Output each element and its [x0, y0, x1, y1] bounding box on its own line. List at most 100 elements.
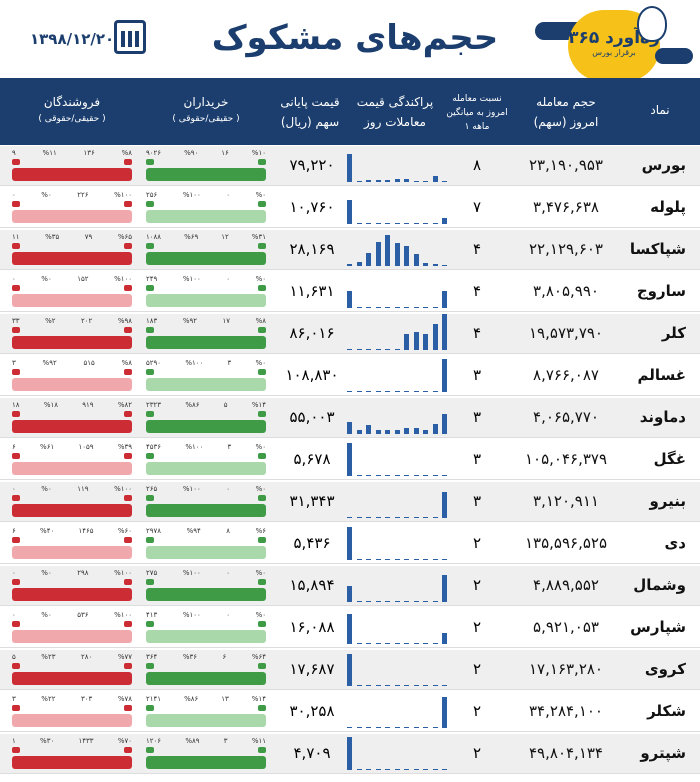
volume-cell: ۸,۷۶۶,۰۸۷	[533, 366, 599, 384]
dispersion-chart	[347, 400, 455, 434]
dispersion-bar	[366, 253, 371, 266]
dispersion-bar	[385, 643, 390, 644]
table-row[interactable]: بنیرو ۳,۱۲۰,۹۱۱ ۳ ۳۱,۳۴۳ ۲۶۵ %۱۰۰ ۰ %۰ ۰ %۰ ۱۱۹ %۱۰…	[0, 482, 700, 522]
volume-cell: ۳۴,۲۸۴,۱۰۰	[529, 702, 603, 720]
dispersion-bar	[366, 517, 371, 518]
dispersion-chart	[347, 148, 455, 182]
volume-cell: ۳,۱۲۰,۹۱۱	[533, 492, 599, 510]
dispersion-bar	[423, 727, 428, 728]
ratio-cell: ۳	[472, 450, 482, 468]
dispersion-bar	[385, 223, 390, 224]
dispersion-bar	[385, 685, 390, 686]
dispersion-bar	[423, 391, 428, 392]
dispersion-bar	[394, 307, 400, 308]
table-row[interactable]: شپارس ۵,۹۲۱,۰۵۳ ۲ ۱۶,۰۸۸ ۴۱۳ %۱۰۰ ۰ %۰ ۰ %۰ ۵۳۶ %۱۰…	[0, 608, 700, 648]
dispersion-bar	[432, 264, 438, 266]
dispersion-bar	[404, 307, 409, 308]
dispersion-bar	[413, 223, 419, 224]
dispersion-bar	[413, 428, 419, 434]
dispersion-bar	[423, 334, 428, 350]
dispersion-bar	[404, 769, 409, 770]
dispersion-bar	[375, 517, 381, 518]
price-cell: ۱۰۸,۸۳۰	[285, 366, 339, 384]
dispersion-bar	[442, 697, 447, 728]
dispersion-bar	[366, 180, 371, 182]
dispersion-bar	[442, 475, 447, 476]
dispersion-bar	[442, 359, 447, 392]
buyers-block: ۱۲۰۶ %۸۹ ۳ %۱۱	[146, 737, 266, 769]
table-row[interactable]: وشمال ۴,۸۸۹,۵۵۲ ۲ ۱۵,۸۹۴ ۲۷۵ %۱۰۰ ۰ %۰ ۰ %۰ ۲۹۸ %۱۰…	[0, 566, 700, 606]
table-row[interactable]: کروی ۱۷,۱۶۳,۲۸۰ ۲ ۱۷,۶۸۷ ۳۶۴ %۳۶ ۶ %۶۴ ۵ %۲۳ ۲۸۰ %۷…	[0, 650, 700, 690]
dispersion-bar	[385, 475, 390, 476]
dispersion-bar	[375, 559, 381, 560]
col-symbol: نماد	[650, 103, 670, 117]
dispersion-bar	[394, 223, 400, 224]
dispersion-bar	[404, 601, 409, 602]
table-row[interactable]: بورس ۲۳,۱۹۰,۹۵۳ ۸ ۷۹,۲۲۰ ۹۰۲۶ %۹۰ ۱۶ %۱۰ ۹ %۱۱ ۱۳۶…	[0, 146, 700, 186]
col-price: قیمت پایانی سهم (ریال)	[280, 95, 340, 129]
table-row[interactable]: کلر ۱۹,۵۷۳,۷۹۰ ۴ ۸۶,۰۱۶ ۱۸۳ %۹۲ ۱۷ %۸ ۳۳ %۲ ۲۰۲ %۹۸	[0, 314, 700, 354]
dispersion-bar	[423, 223, 428, 224]
dispersion-bar	[366, 475, 371, 476]
dispersion-bar	[432, 559, 438, 560]
buyers-block: ۲۷۵ %۱۰۰ ۰ %۰	[146, 569, 266, 601]
dispersion-bar	[432, 685, 438, 686]
dispersion-bar	[394, 349, 400, 350]
table-row[interactable]: پلوله ۳,۴۷۶,۶۳۸ ۷ ۱۰,۷۶۰ ۲۵۶ %۱۰۰ ۰ %۰ ۰ %۰ ۲۲۶ %۱۰…	[0, 188, 700, 228]
dispersion-bar	[432, 727, 438, 728]
dispersion-bar	[413, 559, 419, 560]
table-row[interactable]: ساروج ۳,۸۰۵,۹۹۰ ۴ ۱۱,۶۳۱ ۲۴۹ %۱۰۰ ۰ %۰ ۰ %۰ ۱۵۲ %۱۰…	[0, 272, 700, 312]
table-row[interactable]: شپاکسا ۲۲,۱۲۹,۶۰۳ ۴ ۲۸,۱۶۹ ۱۰۸۸ %۶۹ ۱۲ %۳۱ ۱۱ %۳۵…	[0, 230, 700, 270]
dispersion-bar	[347, 443, 352, 476]
ratio-cell: ۴	[472, 282, 482, 300]
dispersion-bar	[432, 223, 438, 224]
dispersion-chart	[347, 610, 455, 644]
table-row[interactable]: شپترو ۴۹,۸۰۴,۱۳۴ ۲ ۴,۷۰۹ ۱۲۰۶ %۸۹ ۳ %۱۱ ۱ %۳۰ ۱۴۳۳…	[0, 734, 700, 774]
dispersion-bar	[432, 475, 438, 476]
dispersion-bar	[404, 517, 409, 518]
price-cell: ۵,۴۳۶	[293, 534, 331, 552]
dispersion-bar	[404, 475, 409, 476]
dispersion-bar	[356, 181, 362, 182]
dispersion-chart	[347, 442, 455, 476]
table-header: نماد حجم معامله امروز (سهم) نسبت معامله ام…	[0, 78, 700, 145]
dispersion-bar	[394, 391, 400, 392]
dispersion-bar	[356, 223, 362, 224]
dispersion-bar	[375, 242, 381, 266]
table-row[interactable]: غسالم ۸,۷۶۶,۰۸۷ ۳ ۱۰۸,۸۳۰ ۵۲۹۰ %۱۰۰ ۳ %۰ ۳ %۹۲ ۵۱۵…	[0, 356, 700, 396]
volume-cell: ۱۰۵,۰۴۶,۳۷۹	[524, 450, 608, 468]
dispersion-chart	[347, 568, 455, 602]
dispersion-bar	[394, 769, 400, 770]
dispersion-bar	[375, 223, 381, 224]
buyers-block: ۱۸۳ %۹۲ ۱۷ %۸	[146, 317, 266, 349]
symbol-cell: دماوند	[639, 408, 686, 426]
dispersion-bar	[432, 517, 438, 518]
table-row[interactable]: دی ۱۳۵,۵۹۶,۵۲۵ ۲ ۵,۴۳۶ ۲۹۷۸ %۹۴ ۸ %۶ ۶ %۴۰ ۱۴۶۵ %۶۰	[0, 524, 700, 564]
dispersion-chart	[347, 274, 455, 308]
price-cell: ۱۷,۶۸۷	[289, 660, 335, 678]
col-buyers: خریداران( حقیقی/حقوقی )	[172, 95, 240, 124]
dispersion-bar	[442, 492, 447, 518]
dispersion-bar	[413, 517, 419, 518]
table-row[interactable]: شکلر ۳۴,۲۸۴,۱۰۰ ۲ ۳۰,۲۵۸ ۲۱۴۱ %۸۶ ۱۳ %۱۴ ۳ %۲۲ ۳۰۳…	[0, 692, 700, 732]
sellers-block: ۰ %۰ ۱۵۲ %۱۰۰	[12, 275, 132, 307]
dispersion-chart	[347, 190, 455, 224]
dispersion-bar	[413, 307, 419, 308]
volume-cell: ۴,۰۶۵,۷۷۰	[533, 408, 599, 426]
sellers-block: ۰ %۰ ۱۱۹ %۱۰۰	[12, 485, 132, 517]
dispersion-bar	[347, 349, 352, 350]
dispersion-bar	[413, 391, 419, 392]
dispersion-bar	[366, 559, 371, 560]
dispersion-bar	[404, 179, 409, 182]
dispersion-bar	[432, 769, 438, 770]
dispersion-bar	[442, 218, 447, 224]
dispersion-bar	[356, 391, 362, 392]
dispersion-bar	[394, 517, 400, 518]
table-row[interactable]: دماوند ۴,۰۶۵,۷۷۰ ۳ ۵۵,۰۰۳ ۲۳۲۳ %۸۶ ۵ %۱۴ ۱۸ %۱۸ ۹۱…	[0, 398, 700, 438]
table-row[interactable]: غگل ۱۰۵,۰۴۶,۳۷۹ ۳ ۵,۶۷۸ ۴۵۳۶ %۱۰۰ ۳ %۰ ۶ %۶۱ ۱۰۵۹%…	[0, 440, 700, 480]
dispersion-bar	[394, 601, 400, 602]
price-cell: ۱۶,۰۸۸	[289, 618, 335, 636]
sellers-block: ۹ %۱۱ ۱۳۶ %۸	[12, 149, 132, 181]
dispersion-chart	[347, 232, 455, 266]
dispersion-bar	[356, 643, 362, 644]
